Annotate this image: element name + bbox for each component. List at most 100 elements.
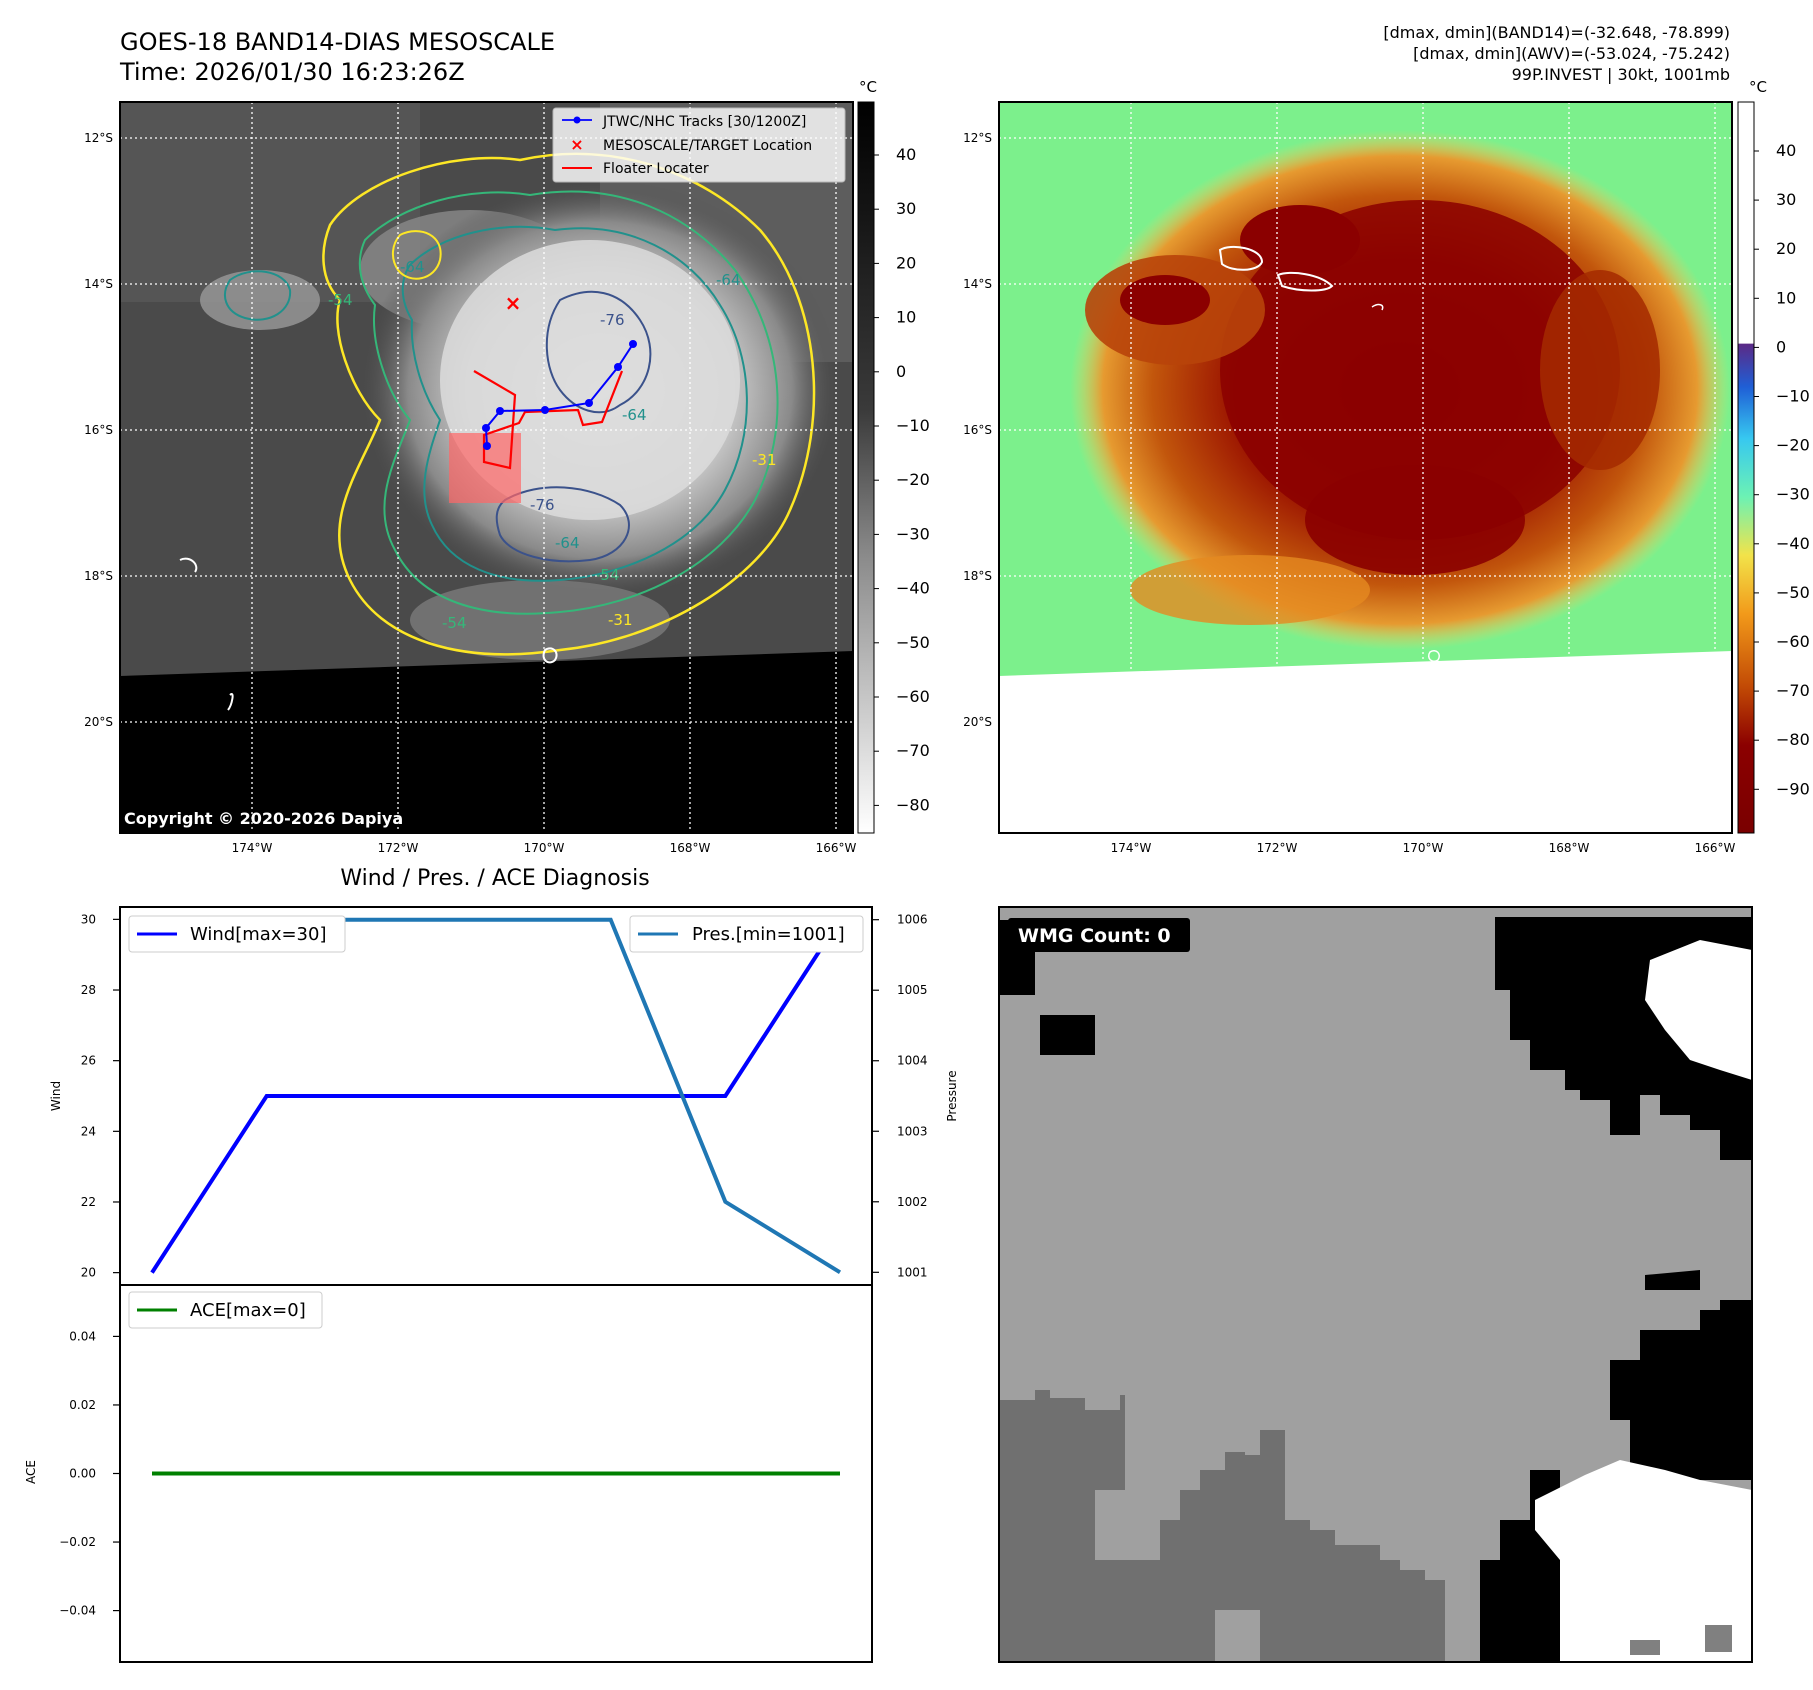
awv-colorbar-tick: −60 <box>1776 632 1810 651</box>
lon-label: 172°W <box>1257 841 1298 855</box>
pressure-tick-label: 1005 <box>897 983 928 997</box>
pressure-tick-label: 1003 <box>897 1124 928 1138</box>
ir-colorbar: °C 40 30 20 10 0 −10 −20 −30 −40 −50 −60 −70 −80 <box>857 78 930 834</box>
legend-target: MESOSCALE/TARGET Location <box>603 138 812 154</box>
ace-legend: ACE[max=0] <box>128 1291 323 1329</box>
contour-label: -76 <box>530 496 555 514</box>
lat-label: 14°S <box>963 277 992 291</box>
ace-tick-label: −0.02 <box>59 1535 96 1549</box>
ir-frame <box>119 101 854 834</box>
awv-colorbar-tick: −90 <box>1776 779 1810 798</box>
wmg-region-dark <box>999 1390 1445 1662</box>
awv-colorbar-tick: −30 <box>1776 485 1810 504</box>
wind-series-line <box>150 918 842 1274</box>
info-storm: 99P.INVEST | 30kt, 1001mb <box>1512 65 1730 84</box>
lat-label: 20°S <box>963 715 992 729</box>
ir-colorbar-tick: −60 <box>896 687 930 706</box>
legend-target-icon: × <box>570 135 583 154</box>
lat-label: 18°S <box>84 569 113 583</box>
ir-colorbar-tick: 0 <box>896 362 906 381</box>
wind-tick-label: 26 <box>81 1054 96 1068</box>
ace-tick-label: 0.02 <box>69 1398 96 1412</box>
ir-contour-labels: -64 -54 -76 -76 -64 -64 -54 -31 -64 -54 … <box>328 258 777 632</box>
wind-tick-label: 30 <box>81 912 96 926</box>
awv-colorbar-tick: 40 <box>1776 141 1796 160</box>
awv-colorbar-unit: °C <box>1749 78 1767 96</box>
awv-map-panel: 12°S 14°S 16°S 18°S 20°S 174°W 172°W 170… <box>963 101 1736 855</box>
lon-label: 166°W <box>816 841 857 855</box>
wmg-count-badge <box>1008 918 1190 952</box>
wind-legend: Wind[max=30] <box>128 915 346 953</box>
pressure-axis-label: Pressure <box>945 1070 959 1121</box>
contour-label: -64 <box>622 406 647 424</box>
wind-legend-label: Wind[max=30] <box>190 924 327 945</box>
ir-lon-labels: 174°W 172°W 170°W 168°W 166°W <box>232 841 857 855</box>
pressure-tick-label: 1002 <box>897 1195 928 1209</box>
lat-label: 16°S <box>963 423 992 437</box>
lat-label: 12°S <box>963 131 992 145</box>
lon-label: 174°W <box>1111 841 1152 855</box>
awv-colorbar-tick: 0 <box>1776 337 1786 356</box>
floater-locator-line <box>473 370 624 470</box>
ace-tick-label: 0.00 <box>69 1467 96 1481</box>
awv-colorbar-tick: −70 <box>1776 681 1810 700</box>
diagnosis-title: Wind / Pres. / ACE Diagnosis <box>340 866 649 891</box>
pressure-legend: Pres.[min=1001] <box>629 915 864 953</box>
awv-frame <box>998 101 1733 834</box>
ace-tick-label: 0.04 <box>69 1329 96 1343</box>
lat-label: 16°S <box>84 423 113 437</box>
wind-tick-label: 24 <box>81 1124 96 1138</box>
wmg-region-white-top <box>1645 940 1752 1080</box>
ir-colorbar-tick: 20 <box>896 253 916 272</box>
pressure-legend-label: Pres.[min=1001] <box>692 924 845 945</box>
pressure-tick-label: 1004 <box>897 1054 928 1068</box>
ir-colorbar-tick: 40 <box>896 145 916 164</box>
info-awv-range: [dmax, dmin](AWV)=(-53.024, -75.242) <box>1413 44 1730 63</box>
ir-colorbar-tick: 10 <box>896 308 916 327</box>
ace-axis-label: ACE <box>24 1460 38 1484</box>
legend-floater: Floater Locater <box>603 161 709 177</box>
awv-lat-labels: 12°S 14°S 16°S 18°S 20°S <box>963 131 992 729</box>
awv-colorbar: °C 40 30 20 10 0 −10 −20 −30 −40 −50 −60 −70 −80 −90 <box>1737 78 1810 834</box>
lon-label: 166°W <box>1695 841 1736 855</box>
lon-label: 170°W <box>524 841 565 855</box>
lon-label: 174°W <box>232 841 273 855</box>
lon-label: 168°W <box>1549 841 1590 855</box>
ir-colorbar-tick: −50 <box>896 633 930 652</box>
ir-colorbar-tick: −80 <box>896 795 930 814</box>
awv-colorbar-tick: −40 <box>1776 534 1810 553</box>
ace-tick-label: −0.04 <box>59 1604 96 1618</box>
awv-colorbar-tick: −50 <box>1776 583 1810 602</box>
ace-chart: 0.04 0.02 0.00 −0.02 −0.04 ACE ACE[max=0] <box>24 1284 873 1663</box>
awv-colorbar-tick: −80 <box>1776 730 1810 749</box>
ir-colorbar-tick: −70 <box>896 741 930 760</box>
legend-tracks: JTWC/NHC Tracks [30/1200Z] <box>602 114 806 130</box>
wind-axis-label: Wind <box>49 1081 63 1111</box>
ir-colorbar-tick: 30 <box>896 199 916 218</box>
awv-colorbar-tick: −10 <box>1776 387 1810 406</box>
wind-tick-label: 20 <box>81 1266 96 1280</box>
contour-label: -64 <box>400 258 425 276</box>
ace-legend-label: ACE[max=0] <box>190 1300 306 1321</box>
figure-title: GOES-18 BAND14-DIAS MESOSCALE <box>120 28 555 56</box>
lon-label: 170°W <box>1403 841 1444 855</box>
ir-legend: JTWC/NHC Tracks [30/1200Z] × MESOSCALE/T… <box>552 107 846 183</box>
contour-label: -54 <box>595 566 620 584</box>
wmg-frame <box>998 906 1753 1663</box>
contour-label: -31 <box>608 611 633 629</box>
ir-colorbar-tick: −10 <box>896 416 930 435</box>
ir-lat-labels: 12°S 14°S 16°S 18°S 20°S <box>84 131 113 729</box>
contour-label: -54 <box>442 614 467 632</box>
awv-colorbar-tick: 20 <box>1776 239 1796 258</box>
ir-colorbar-tick: −20 <box>896 470 930 489</box>
figure-time: Time: 2026/01/30 16:23:26Z <box>119 58 465 86</box>
awv-imagery <box>999 102 1732 833</box>
contour-label: -76 <box>600 311 625 329</box>
contour-label: -64 <box>716 271 741 289</box>
ir-contours <box>179 152 816 711</box>
pressure-tick-label: 1001 <box>897 1265 928 1279</box>
wind-tick-label: 28 <box>81 983 96 997</box>
lat-label: 14°S <box>84 277 113 291</box>
pressure-tick-label: 1006 <box>897 913 928 927</box>
